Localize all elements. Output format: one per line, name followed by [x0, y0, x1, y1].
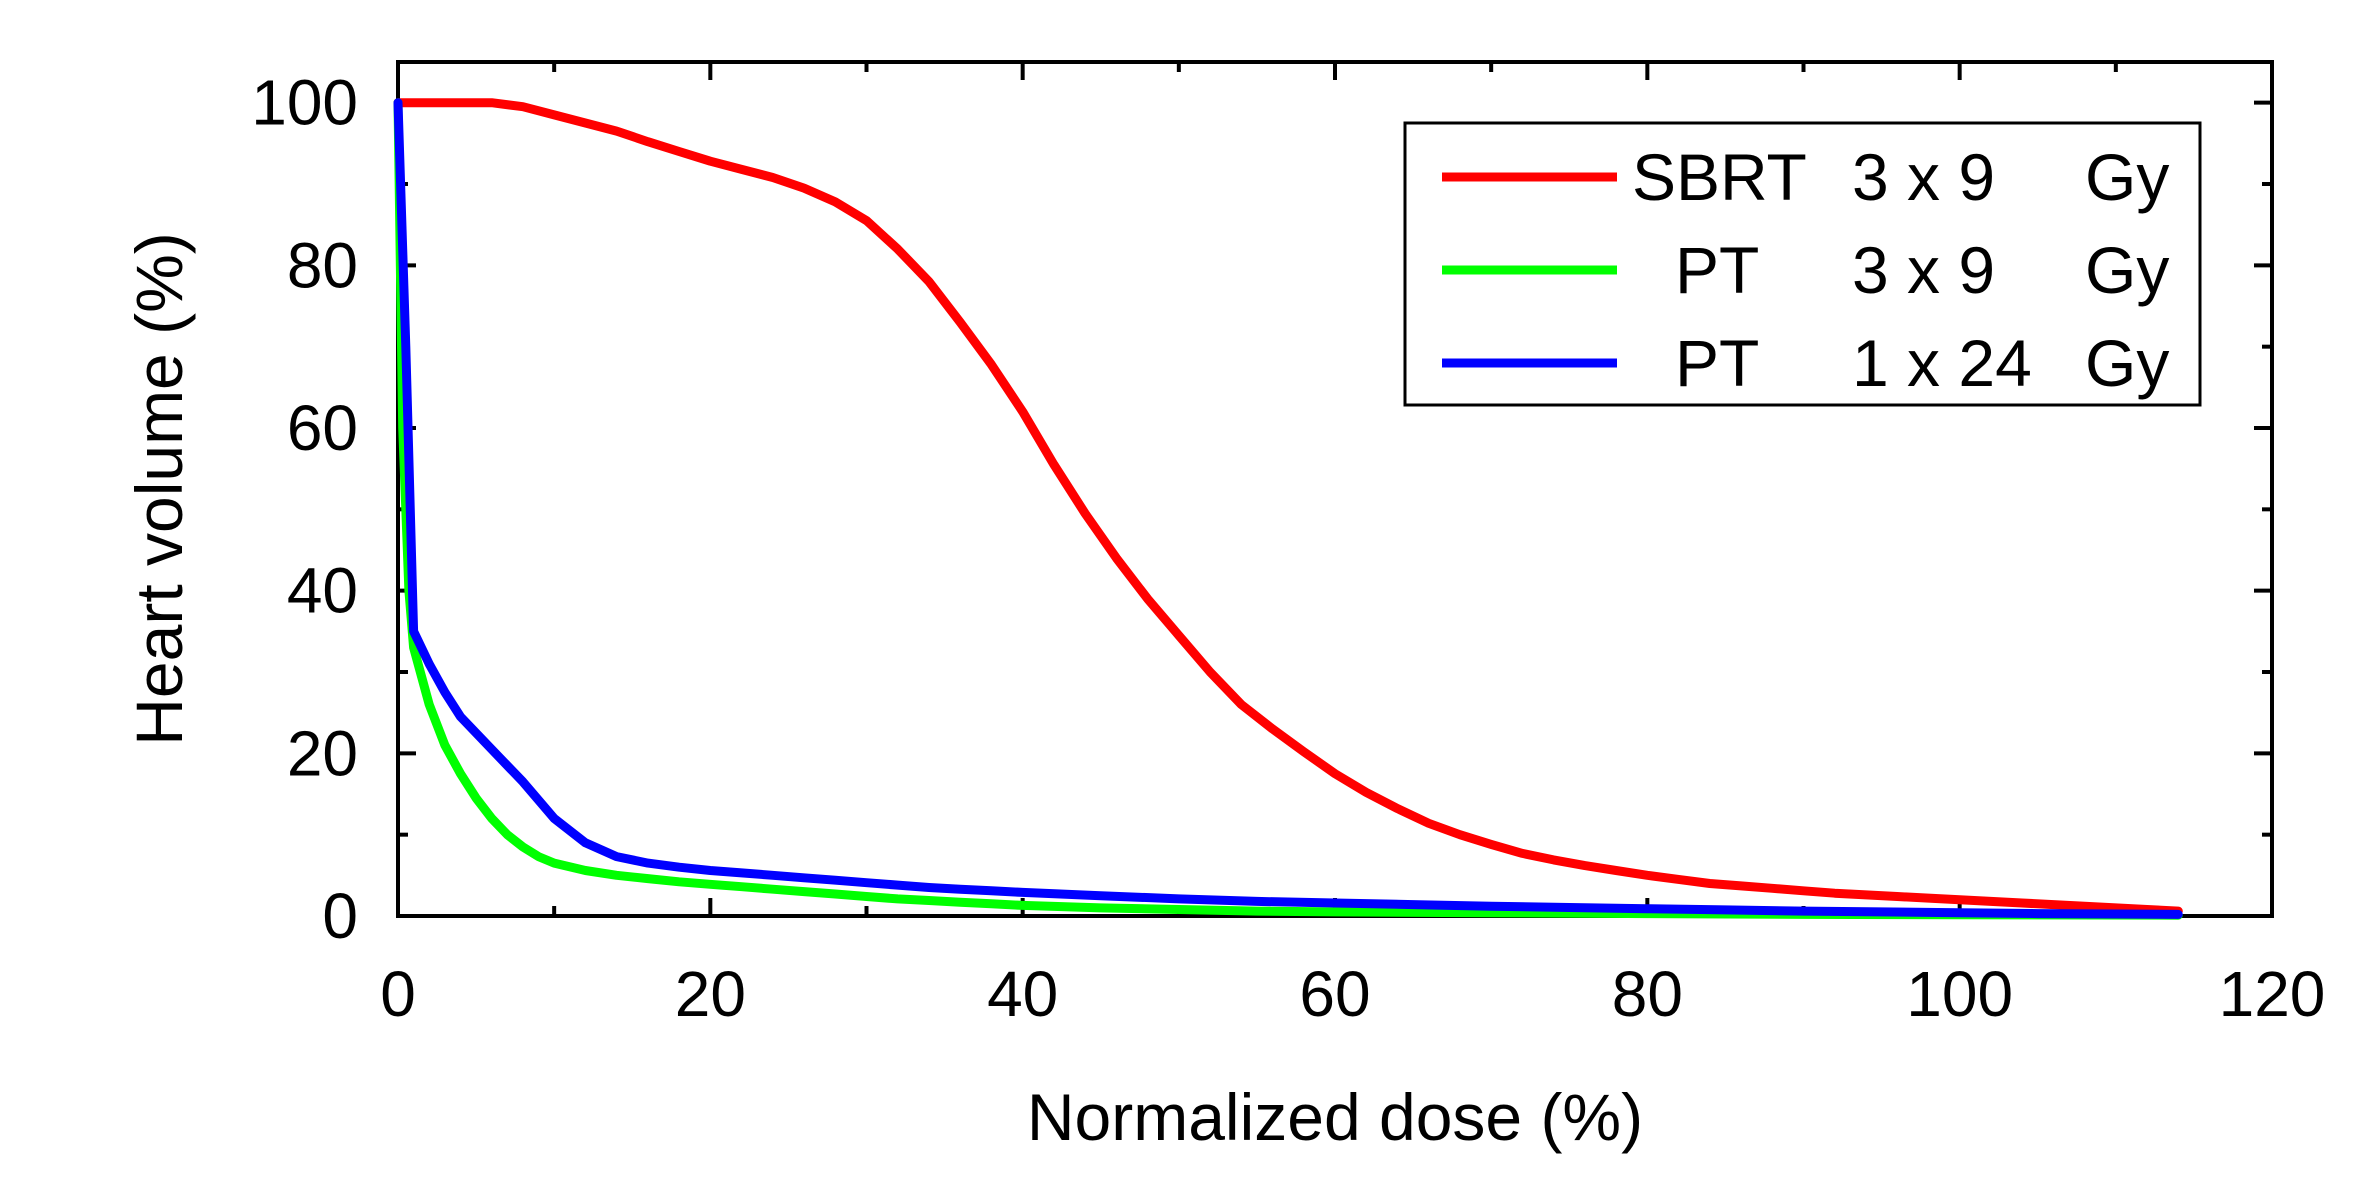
legend-label-sbrt-fractions: 3 x 9 [1852, 140, 1995, 214]
series-line-pt-3x9 [393, 98, 2183, 920]
x-tick-label: 40 [987, 958, 1058, 1030]
x-tick-label: 0 [380, 958, 416, 1030]
x-tick-label: 80 [1612, 958, 1683, 1030]
y-axis-title: Heart volume (%) [122, 232, 196, 745]
y-tick-label: 100 [251, 67, 358, 139]
x-tick-labels: 0 20 40 60 80 100 120 [380, 958, 2325, 1030]
legend-label-pt-1x24-fractions: 1 x 24 [1852, 326, 2032, 400]
legend-box [1403, 121, 2202, 407]
x-tick-label: 100 [1906, 958, 2013, 1030]
legend: SBRT 3 x 9 Gy PT 3 x 9 Gy PT 1 x 24 Gy [1403, 121, 2202, 407]
series-lines [393, 98, 2183, 920]
legend-label-sbrt-modality: SBRT [1632, 140, 1807, 214]
legend-label-pt-3x9-modality: PT [1675, 233, 1759, 307]
legend-label-sbrt-unit: Gy [2085, 140, 2169, 214]
x-tick-label: 60 [1299, 958, 1370, 1030]
x-tick-label: 120 [2219, 958, 2326, 1030]
y-tick-labels: 0 20 40 60 80 100 [251, 67, 358, 952]
y-tick-label: 60 [287, 392, 358, 464]
legend-label-pt-1x24-unit: Gy [2085, 326, 2169, 400]
y-tick-label: 0 [322, 880, 358, 952]
y-tick-label: 80 [287, 229, 358, 301]
legend-label-pt-3x9-fractions: 3 x 9 [1852, 233, 1995, 307]
series-line-pt-1x24 [393, 98, 2183, 919]
x-axis-title: Normalized dose (%) [1027, 1080, 1643, 1154]
y-tick-label: 40 [287, 555, 358, 627]
legend-label-pt-3x9-unit: Gy [2085, 233, 2169, 307]
y-tick-label: 20 [287, 717, 358, 789]
series-line-sbrt-3x9 [393, 98, 2183, 916]
legend-label-pt-1x24-modality: PT [1675, 326, 1759, 400]
x-tick-label: 20 [675, 958, 746, 1030]
